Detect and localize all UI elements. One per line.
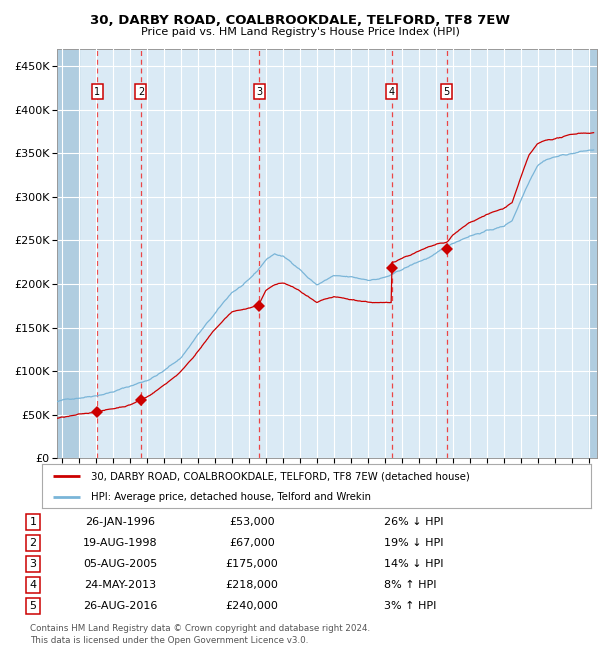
Text: 3: 3 — [256, 86, 262, 97]
Text: 19% ↓ HPI: 19% ↓ HPI — [384, 538, 443, 548]
Text: Contains HM Land Registry data © Crown copyright and database right 2024.
This d: Contains HM Land Registry data © Crown c… — [30, 624, 370, 645]
Text: 19-AUG-1998: 19-AUG-1998 — [83, 538, 157, 548]
Text: 5: 5 — [29, 601, 37, 611]
Text: £240,000: £240,000 — [226, 601, 278, 611]
Text: 26% ↓ HPI: 26% ↓ HPI — [384, 517, 443, 527]
Text: 30, DARBY ROAD, COALBROOKDALE, TELFORD, TF8 7EW (detached house): 30, DARBY ROAD, COALBROOKDALE, TELFORD, … — [91, 471, 470, 482]
Text: Price paid vs. HM Land Registry's House Price Index (HPI): Price paid vs. HM Land Registry's House … — [140, 27, 460, 37]
Text: 1: 1 — [29, 517, 37, 527]
Text: 3: 3 — [29, 559, 37, 569]
Text: 26-AUG-2016: 26-AUG-2016 — [83, 601, 157, 611]
Text: 2: 2 — [29, 538, 37, 548]
Bar — [57, 49, 79, 458]
Text: 5: 5 — [443, 86, 450, 97]
Text: 8% ↑ HPI: 8% ↑ HPI — [384, 580, 437, 590]
Text: HPI: Average price, detached house, Telford and Wrekin: HPI: Average price, detached house, Telf… — [91, 492, 371, 502]
Text: 30, DARBY ROAD, COALBROOKDALE, TELFORD, TF8 7EW: 30, DARBY ROAD, COALBROOKDALE, TELFORD, … — [90, 14, 510, 27]
Text: 24-MAY-2013: 24-MAY-2013 — [84, 580, 156, 590]
Text: £53,000: £53,000 — [229, 517, 275, 527]
Text: £67,000: £67,000 — [229, 538, 275, 548]
Text: 4: 4 — [29, 580, 37, 590]
Text: 26-JAN-1996: 26-JAN-1996 — [85, 517, 155, 527]
Text: 4: 4 — [388, 86, 395, 97]
Text: 3% ↑ HPI: 3% ↑ HPI — [384, 601, 436, 611]
Text: 14% ↓ HPI: 14% ↓ HPI — [384, 559, 443, 569]
Text: 1: 1 — [94, 86, 100, 97]
Text: 05-AUG-2005: 05-AUG-2005 — [83, 559, 157, 569]
Bar — [589, 49, 597, 458]
Text: £218,000: £218,000 — [226, 580, 278, 590]
Text: £175,000: £175,000 — [226, 559, 278, 569]
Text: 2: 2 — [138, 86, 144, 97]
